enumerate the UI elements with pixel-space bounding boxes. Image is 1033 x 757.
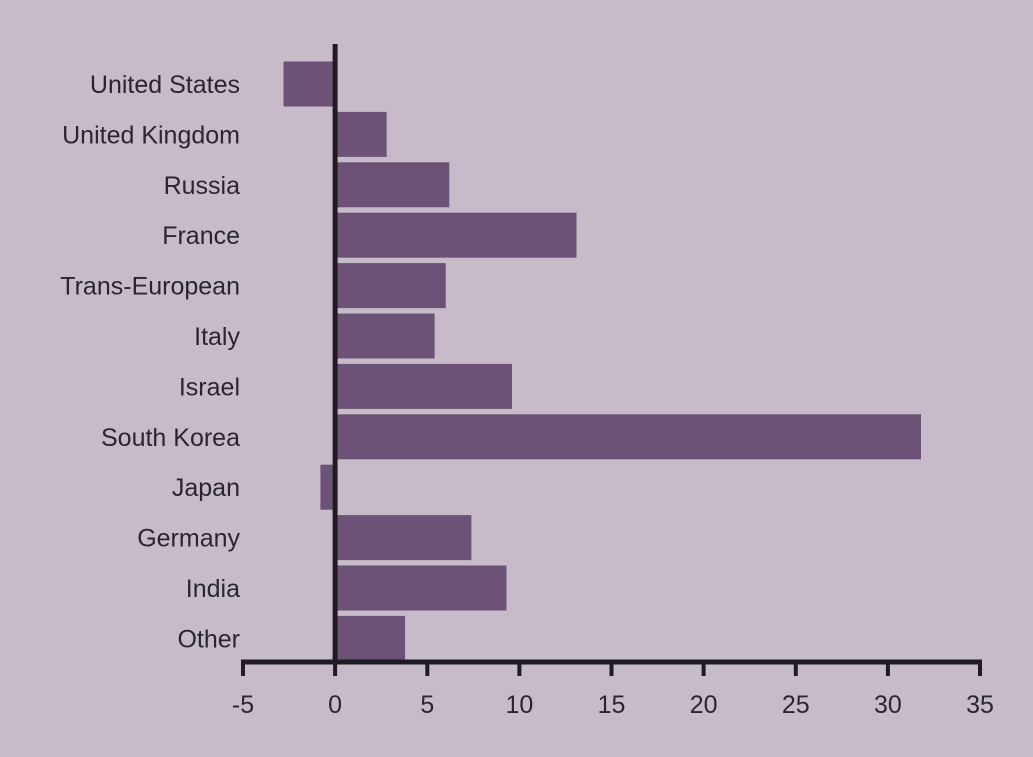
bar-south-korea [335,414,922,460]
category-label-other: Other [177,625,240,653]
x-tick-label: 20 [690,691,718,719]
x-tick-label: 15 [598,691,626,719]
category-label-trans-european: Trans-European [60,273,240,301]
x-tick-label: 5 [420,691,434,719]
x-tick-label: 0 [328,691,342,719]
bar-other [335,615,406,661]
bar-japan [320,464,336,510]
x-tick-label: 25 [782,691,810,719]
category-label-germany: Germany [137,525,240,553]
category-labels: United States United Kingdom Russia France T… [60,71,240,653]
category-label-israel: Israel [179,373,240,401]
bar-italy [335,313,435,359]
x-tick-label: -5 [232,691,254,719]
bar-germany [335,515,472,561]
bar-israel [335,363,512,409]
category-label-japan: Japan [172,474,240,502]
category-label-italy: Italy [194,323,240,351]
category-label-india: India [186,575,240,603]
category-label-france: France [162,222,240,250]
bars-group [283,61,922,661]
category-label-russia: Russia [164,172,241,200]
bar-united-kingdom [335,111,387,157]
category-label-united-kingdom: United Kingdom [62,121,240,149]
bar-india [335,565,507,611]
bar-france [335,212,577,258]
category-label-south-korea: South Korea [101,424,240,452]
bar-trans-european [335,263,446,309]
x-tick-label: 30 [874,691,902,719]
bar-russia [335,162,450,208]
category-label-united-states: United States [90,71,240,99]
x-tick-label: 35 [966,691,994,719]
bar-united-states [283,61,336,107]
x-tick-label: 10 [505,691,533,719]
x-axis: -5 0 5 10 15 20 25 30 35 [232,659,994,719]
x-ticks: -5 0 5 10 15 20 25 30 35 [232,662,994,719]
